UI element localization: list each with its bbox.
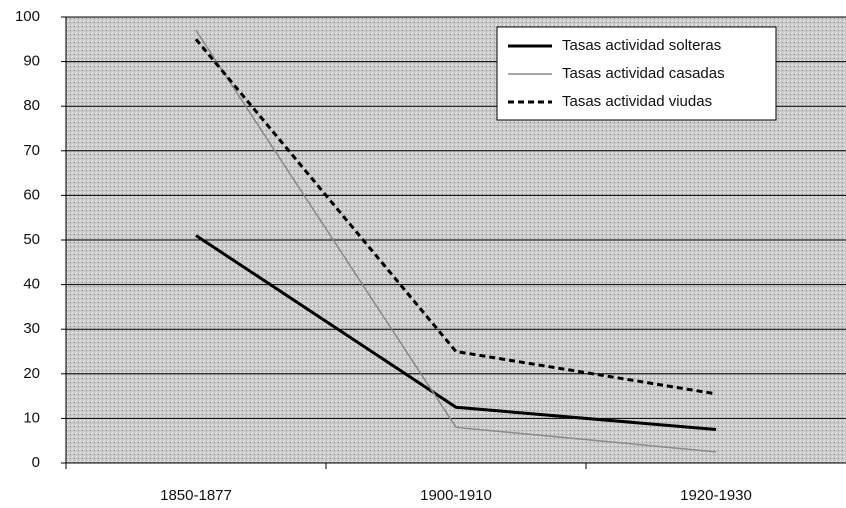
y-tick-label: 0 bbox=[32, 454, 40, 471]
y-tick-label: 50 bbox=[23, 231, 40, 248]
x-tick-label: 1850-1877 bbox=[160, 487, 232, 504]
y-tick-label: 30 bbox=[23, 320, 40, 337]
series-line bbox=[195, 29, 717, 453]
y-tick-label: 80 bbox=[23, 97, 40, 114]
legend-label: Tasas actividad solteras bbox=[562, 37, 721, 54]
legend-label: Tasas actividad viudas bbox=[562, 93, 712, 110]
x-tick-label: 1900-1910 bbox=[420, 487, 492, 504]
x-tick-label: 1920-1930 bbox=[680, 487, 752, 504]
y-tick-label: 40 bbox=[23, 276, 40, 293]
y-tick-label: 10 bbox=[23, 409, 40, 426]
series-line bbox=[195, 234, 717, 432]
y-tick-label: 60 bbox=[23, 186, 40, 203]
y-tick-label: 70 bbox=[23, 142, 40, 159]
series-line bbox=[194, 38, 717, 396]
y-tick-label: 20 bbox=[23, 365, 40, 382]
y-tick-label: 100 bbox=[15, 8, 40, 25]
y-tick-label: 90 bbox=[23, 53, 40, 70]
legend-label: Tasas actividad casadas bbox=[562, 65, 725, 82]
